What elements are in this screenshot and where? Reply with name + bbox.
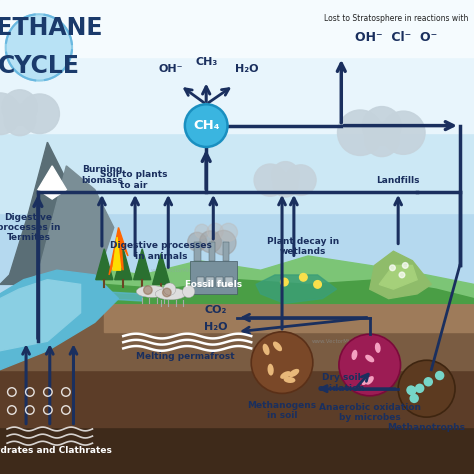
Text: Dry soil
oxidation: Dry soil oxidation <box>318 374 365 392</box>
Text: H₂O: H₂O <box>235 64 258 74</box>
FancyBboxPatch shape <box>225 277 233 287</box>
Ellipse shape <box>362 376 369 385</box>
Circle shape <box>6 14 72 81</box>
Circle shape <box>365 122 399 156</box>
Ellipse shape <box>289 369 299 377</box>
Polygon shape <box>256 275 337 303</box>
Text: www.VectorMine.com: www.VectorMine.com <box>312 339 371 344</box>
Circle shape <box>0 93 21 135</box>
Circle shape <box>200 231 221 253</box>
Circle shape <box>2 90 37 125</box>
Ellipse shape <box>283 377 295 383</box>
Polygon shape <box>0 370 474 427</box>
Text: Lost to Stratosphere in reactions with: Lost to Stratosphere in reactions with <box>324 15 468 23</box>
Polygon shape <box>38 166 66 199</box>
FancyBboxPatch shape <box>194 242 201 261</box>
Text: OH⁻: OH⁻ <box>158 64 183 74</box>
Circle shape <box>211 230 236 255</box>
Circle shape <box>402 263 408 268</box>
Circle shape <box>20 94 59 134</box>
Text: Fossil fuels: Fossil fuels <box>185 280 242 289</box>
Polygon shape <box>0 270 118 370</box>
Text: Methanogens
in soil: Methanogens in soil <box>247 401 317 420</box>
Text: Anaerobic oxidation
by microbes: Anaerobic oxidation by microbes <box>319 403 421 422</box>
Polygon shape <box>0 427 474 474</box>
Polygon shape <box>115 249 132 280</box>
Circle shape <box>406 385 416 395</box>
Polygon shape <box>113 237 121 270</box>
Circle shape <box>273 173 298 197</box>
Polygon shape <box>0 280 474 303</box>
Polygon shape <box>96 249 113 280</box>
Circle shape <box>188 232 207 251</box>
Polygon shape <box>370 251 431 299</box>
Circle shape <box>4 104 36 136</box>
Text: METHANE: METHANE <box>0 17 104 40</box>
Circle shape <box>407 386 417 395</box>
Polygon shape <box>134 249 151 280</box>
Polygon shape <box>104 303 474 332</box>
Polygon shape <box>19 166 114 284</box>
Text: H₂O: H₂O <box>204 322 228 332</box>
Circle shape <box>398 360 455 417</box>
Circle shape <box>337 110 383 155</box>
Text: Burning
biomass: Burning biomass <box>81 165 123 185</box>
FancyBboxPatch shape <box>197 277 204 287</box>
Circle shape <box>164 283 176 295</box>
Polygon shape <box>0 142 95 284</box>
Circle shape <box>399 272 405 278</box>
Circle shape <box>339 334 401 396</box>
Circle shape <box>363 107 401 145</box>
Circle shape <box>195 224 209 238</box>
Ellipse shape <box>263 344 270 355</box>
Text: Methanotrophs: Methanotrophs <box>388 423 465 432</box>
Ellipse shape <box>267 364 273 375</box>
Text: Landfills: Landfills <box>376 176 420 185</box>
Polygon shape <box>379 265 417 289</box>
Circle shape <box>281 278 288 286</box>
Ellipse shape <box>366 376 374 385</box>
Circle shape <box>144 286 152 294</box>
Circle shape <box>435 371 445 380</box>
Text: Soil to plants
to air: Soil to plants to air <box>100 170 167 190</box>
Circle shape <box>185 104 228 147</box>
FancyBboxPatch shape <box>206 277 214 287</box>
Polygon shape <box>0 0 474 57</box>
Ellipse shape <box>273 341 282 351</box>
Ellipse shape <box>137 285 167 298</box>
FancyBboxPatch shape <box>216 277 223 287</box>
Text: CH₄: CH₄ <box>193 119 219 132</box>
Polygon shape <box>0 0 474 133</box>
Ellipse shape <box>280 371 291 379</box>
Circle shape <box>390 265 395 271</box>
Polygon shape <box>0 303 474 370</box>
Ellipse shape <box>352 350 357 360</box>
Text: Digestive
processes in
Termites: Digestive processes in Termites <box>0 213 60 242</box>
Circle shape <box>382 111 425 155</box>
Circle shape <box>410 393 419 403</box>
Circle shape <box>272 162 299 189</box>
Circle shape <box>254 164 286 196</box>
Ellipse shape <box>365 355 374 362</box>
FancyBboxPatch shape <box>190 261 237 294</box>
Text: www.VectorMine.com: www.VectorMine.com <box>151 268 210 273</box>
FancyBboxPatch shape <box>223 242 229 261</box>
Circle shape <box>424 377 433 386</box>
Polygon shape <box>0 280 81 351</box>
Circle shape <box>182 285 195 298</box>
Text: CO₂: CO₂ <box>204 305 227 316</box>
Text: Hydrates and Clathrates: Hydrates and Clathrates <box>0 446 112 455</box>
FancyBboxPatch shape <box>209 242 215 261</box>
Polygon shape <box>0 0 474 213</box>
Ellipse shape <box>155 288 186 300</box>
Circle shape <box>300 273 307 281</box>
Text: OH⁻  Cl⁻  O⁻: OH⁻ Cl⁻ O⁻ <box>355 31 437 45</box>
Circle shape <box>219 223 237 241</box>
Ellipse shape <box>375 343 381 353</box>
Circle shape <box>163 288 171 297</box>
Circle shape <box>207 223 223 239</box>
Text: Melting permafrost: Melting permafrost <box>136 352 234 361</box>
Polygon shape <box>109 228 128 275</box>
Polygon shape <box>57 289 142 301</box>
